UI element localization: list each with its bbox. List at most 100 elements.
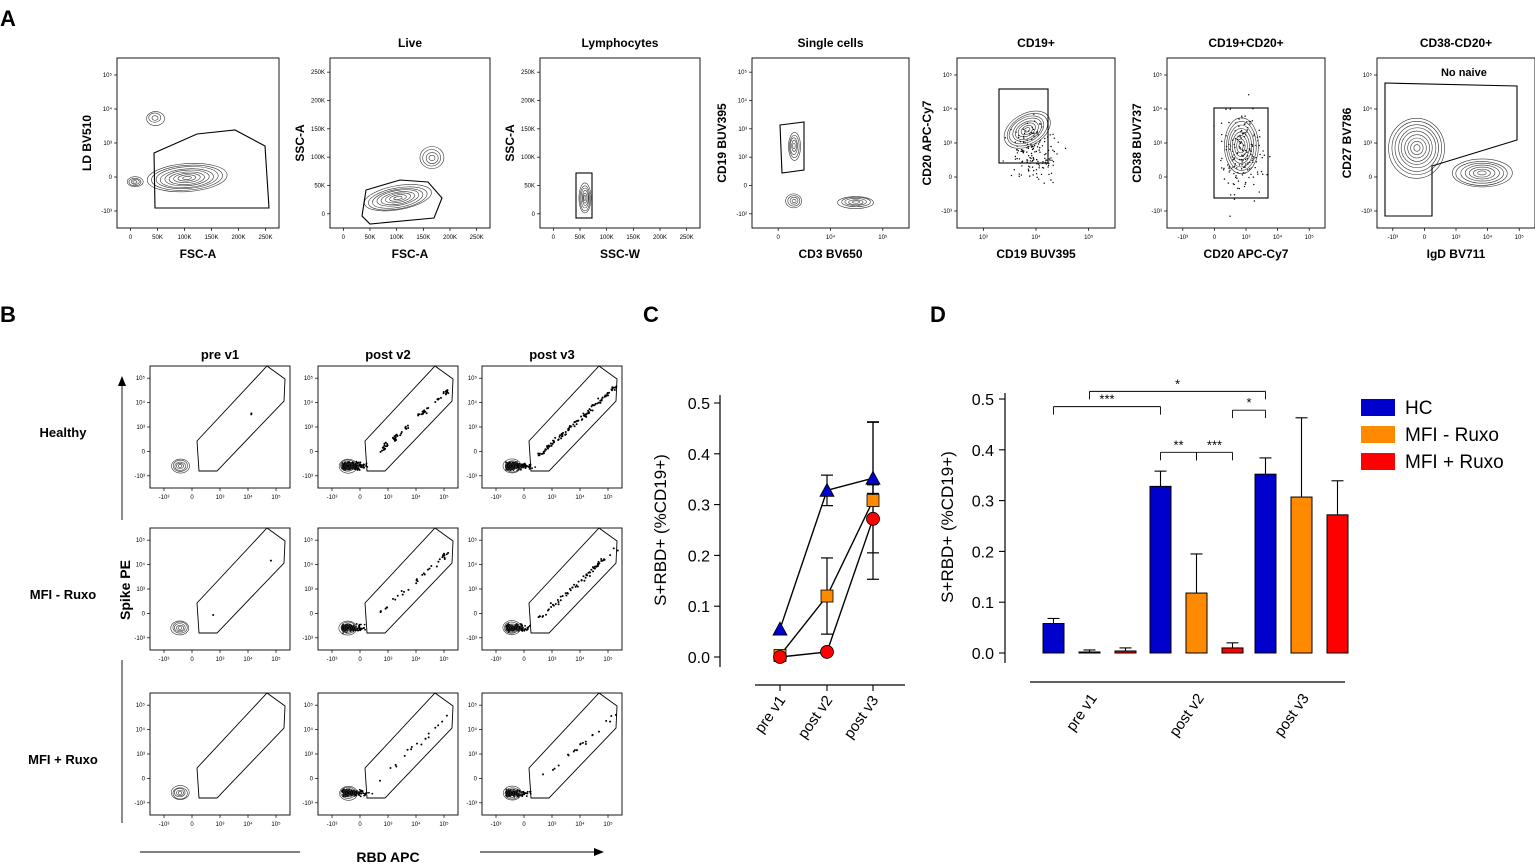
gating-plot-7: CD38-CD20+ IgD BV711 CD27 BV786 -10³ 0 10³ 10⁴… (1340, 36, 1535, 261)
event-dot (1033, 146, 1035, 148)
density-contour (339, 785, 358, 801)
gate-rectangle (998, 88, 1049, 164)
event-dot (1032, 159, 1034, 162)
y-tick-label: 0.4 (972, 443, 994, 460)
bar (1185, 592, 1208, 654)
event-dot (1017, 136, 1020, 139)
density-contour (848, 199, 864, 205)
event-dot (427, 732, 430, 735)
y-tick-label: 0 (474, 449, 478, 455)
event-dot (593, 565, 596, 568)
y-tick-label: 0 (310, 611, 314, 617)
event-dot (550, 444, 553, 447)
density-contour (174, 623, 186, 633)
event-dot (363, 623, 366, 626)
event-dot (1032, 147, 1034, 150)
event-dot (342, 465, 344, 467)
event-dot (525, 629, 528, 631)
event-dot (521, 793, 524, 796)
event-dot (1225, 108, 1227, 111)
x-tick-label: 0 (358, 657, 362, 663)
event-dot (1241, 154, 1243, 156)
y-tick-label: 250K (311, 70, 325, 76)
density-contour (504, 787, 520, 800)
density-contour (132, 180, 138, 184)
x-tick-label: 10³ (216, 495, 225, 501)
event-dot (522, 466, 525, 469)
panel-label-d: D (930, 302, 946, 327)
plot-frame (149, 692, 291, 816)
event-dot (1047, 164, 1050, 167)
event-dot (1262, 173, 1264, 175)
x-tick-label: 250K (680, 235, 694, 241)
density-contour (1236, 138, 1246, 154)
gating-plot-ylabel: CD27 BV786 (1340, 107, 1354, 178)
event-dot (362, 792, 365, 795)
event-dot (1254, 166, 1256, 169)
event-dot (541, 452, 544, 455)
event-dot (416, 742, 419, 745)
density-contour (128, 177, 142, 187)
event-dot (386, 606, 389, 609)
event-dot (559, 599, 562, 602)
density-contour (582, 192, 588, 204)
x-tick-label: pre v1 (1063, 691, 1101, 735)
x-tick-label: -10³ (491, 495, 502, 501)
event-dot (1016, 157, 1018, 160)
density-contour (1006, 113, 1048, 147)
event-dot (1052, 181, 1054, 184)
plot-frame (149, 365, 291, 489)
event-dot (1021, 160, 1024, 163)
x-tick-label: -10³ (159, 657, 170, 663)
x-tick-label: 10⁴ (411, 494, 421, 501)
density-contour (172, 621, 188, 634)
event-dot (1233, 198, 1236, 200)
y-tick-label: 10⁴ (136, 400, 146, 407)
event-dot (1253, 135, 1255, 137)
event-dot (1236, 152, 1239, 154)
event-dot (529, 790, 532, 793)
plot-frame (539, 57, 701, 229)
density-contour (1020, 125, 1033, 136)
event-dot (1040, 173, 1043, 176)
event-dot (587, 571, 590, 574)
event-dot (1247, 169, 1249, 171)
event-dot (360, 792, 363, 795)
x-tick-label: -10³ (159, 495, 170, 501)
y-tick-label: 10⁵ (468, 537, 478, 544)
data-point-hc (772, 621, 788, 636)
density-contour (177, 626, 183, 630)
y-tick-label: 150K (521, 127, 535, 133)
row-title: MFI - Ruxo (30, 587, 96, 602)
density-contour (171, 458, 190, 474)
event-dot (1246, 157, 1248, 160)
density-contour (146, 111, 165, 126)
density-contour (173, 788, 186, 798)
gating-plot-xlabel: CD19 BUV395 (996, 247, 1076, 261)
gating-plot-title: Lymphocytes (582, 36, 659, 50)
event-dot (1249, 123, 1251, 125)
y-tick-label: 50K (524, 184, 535, 190)
density-contour (1460, 162, 1504, 184)
event-dot (552, 604, 555, 607)
event-dot (386, 443, 389, 446)
density-contour (340, 621, 356, 634)
x-tick-label: 0 (129, 235, 133, 241)
row-title: MFI + Ruxo (28, 752, 98, 767)
density-contour (343, 624, 352, 631)
event-dot (1235, 176, 1237, 179)
event-dot (1043, 182, 1045, 184)
event-dot (1233, 157, 1236, 159)
x-tick-label: 0 (522, 495, 526, 501)
y-tick-label: 10⁵ (304, 375, 314, 382)
y-tick-label: 0 (949, 175, 953, 181)
event-dot (1222, 169, 1225, 171)
event-dot (1240, 137, 1242, 139)
density-contour (1224, 117, 1259, 175)
rbd-gate (528, 527, 618, 634)
event-dot (608, 391, 611, 394)
event-dot (1013, 169, 1016, 171)
y-tick-label: 10³ (738, 127, 747, 133)
density-contour (504, 621, 520, 634)
event-dot (1232, 159, 1234, 161)
